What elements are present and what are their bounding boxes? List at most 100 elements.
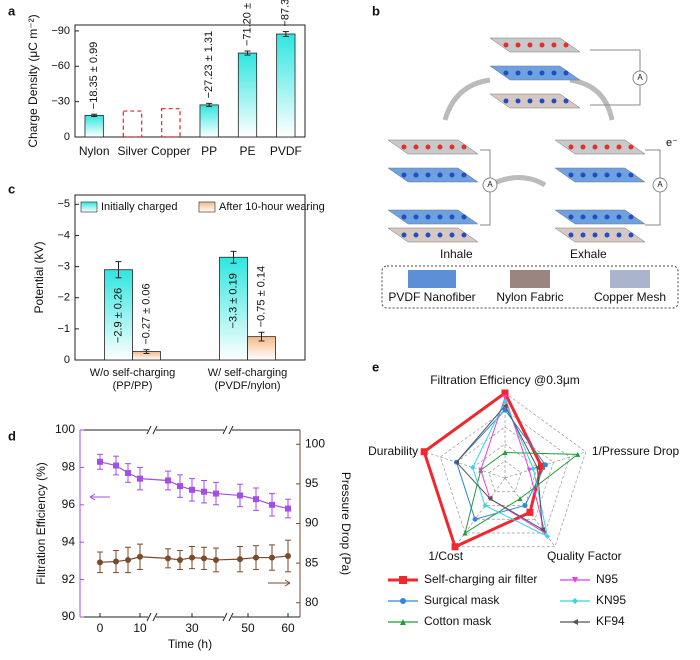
marker bbox=[97, 458, 103, 465]
series-line bbox=[472, 400, 549, 538]
marker bbox=[269, 501, 275, 508]
axis-break bbox=[222, 612, 228, 622]
ammeter bbox=[632, 70, 648, 86]
charge bbox=[604, 232, 610, 238]
grid-ring bbox=[439, 409, 571, 534]
inhale-label: Inhale bbox=[440, 247, 473, 261]
marker bbox=[177, 483, 183, 490]
value-label: −27.23 ± 1.31 bbox=[203, 31, 215, 99]
axis-arrow bbox=[268, 579, 291, 587]
legend-marker bbox=[399, 576, 407, 584]
y-tick-label: −2 bbox=[57, 292, 70, 304]
value-label: −18.35 ± 0.99 bbox=[88, 42, 100, 110]
x-tick-label: W/o self-charging bbox=[90, 367, 176, 379]
y-tick-label: 0 bbox=[64, 354, 70, 366]
charge bbox=[425, 172, 431, 178]
marker bbox=[472, 516, 478, 522]
charge bbox=[401, 144, 407, 150]
charge bbox=[539, 70, 545, 76]
bar bbox=[104, 269, 133, 361]
wire bbox=[590, 49, 641, 106]
charge bbox=[616, 214, 622, 220]
y-tick-label: −1 bbox=[57, 323, 70, 335]
axis-label: Durability bbox=[368, 444, 418, 458]
legend-label: Initially charged bbox=[101, 201, 177, 213]
marker bbox=[213, 556, 219, 563]
charge bbox=[413, 232, 419, 238]
marker bbox=[526, 467, 532, 473]
bar bbox=[199, 104, 219, 138]
swatch bbox=[510, 270, 550, 288]
charge bbox=[437, 214, 443, 220]
charge bbox=[628, 172, 634, 178]
legend-swatch bbox=[198, 201, 216, 213]
charge bbox=[515, 98, 521, 104]
marker bbox=[285, 505, 291, 512]
spoke bbox=[424, 451, 506, 479]
charge bbox=[592, 232, 598, 238]
marker bbox=[522, 503, 528, 509]
marker bbox=[453, 459, 459, 465]
series-line bbox=[422, 390, 543, 549]
bar bbox=[276, 33, 296, 138]
axis-label: 1/Cost bbox=[428, 549, 463, 563]
marker bbox=[575, 451, 581, 457]
charge bbox=[580, 232, 586, 238]
charge bbox=[592, 144, 598, 150]
x-tick-label: 60 bbox=[281, 621, 295, 635]
legend-label: Copper Mesh bbox=[594, 290, 666, 304]
exhale-label: Exhale bbox=[570, 247, 607, 261]
charge bbox=[580, 214, 586, 220]
marker bbox=[542, 462, 548, 468]
charge bbox=[413, 144, 419, 150]
charge bbox=[527, 98, 533, 104]
marker bbox=[97, 559, 103, 566]
plot-frame bbox=[74, 24, 306, 138]
swatch bbox=[408, 270, 456, 288]
plot-frame bbox=[74, 194, 306, 361]
marker bbox=[517, 496, 523, 502]
marker bbox=[113, 462, 119, 469]
panel-label: a bbox=[8, 3, 16, 18]
flow-arrow bbox=[488, 175, 547, 188]
marker bbox=[487, 496, 493, 502]
grid-ring bbox=[472, 443, 538, 506]
layer bbox=[387, 227, 479, 243]
marker bbox=[165, 555, 171, 562]
layer bbox=[387, 167, 479, 183]
value-label: −3.3 ± 0.19 bbox=[227, 273, 239, 328]
axis-label: 1/Pressure Drop bbox=[592, 444, 680, 458]
marker bbox=[137, 553, 143, 560]
bar bbox=[237, 52, 258, 138]
legend-label: KN95 bbox=[596, 593, 626, 607]
charge bbox=[461, 172, 467, 178]
bar bbox=[122, 110, 143, 138]
legend-label: N95 bbox=[596, 572, 618, 586]
panel-label: b bbox=[372, 3, 380, 18]
legend-label: Nylon Fabric bbox=[496, 290, 563, 304]
marker bbox=[502, 394, 508, 400]
axis-break bbox=[146, 612, 152, 622]
y-axis-title: Potential (kV) bbox=[32, 241, 46, 313]
diagram: A A A e⁻ e⁻ Inhale Exhale PVDF Nanofiber… bbox=[381, 37, 679, 309]
charge bbox=[515, 70, 521, 76]
ammeter bbox=[482, 177, 498, 193]
charge bbox=[628, 232, 634, 238]
axis-arrow bbox=[89, 493, 110, 501]
series-line bbox=[480, 395, 546, 535]
x-tick-label: PE bbox=[239, 144, 255, 158]
value-label: −2.9 ± 0.26 bbox=[112, 288, 124, 343]
panel-label: e bbox=[372, 359, 379, 374]
charge bbox=[461, 144, 467, 150]
charge bbox=[437, 144, 443, 150]
y-tick-label: 98 bbox=[62, 460, 76, 474]
y-tick-label: −90 bbox=[51, 25, 70, 37]
marker bbox=[177, 556, 183, 563]
legend-label: Surgical mask bbox=[424, 593, 500, 607]
y2-tick-label: 85 bbox=[305, 555, 319, 569]
layer bbox=[554, 209, 646, 225]
layer bbox=[489, 93, 581, 109]
marker bbox=[165, 477, 171, 484]
charge bbox=[551, 70, 557, 76]
charge bbox=[616, 144, 622, 150]
